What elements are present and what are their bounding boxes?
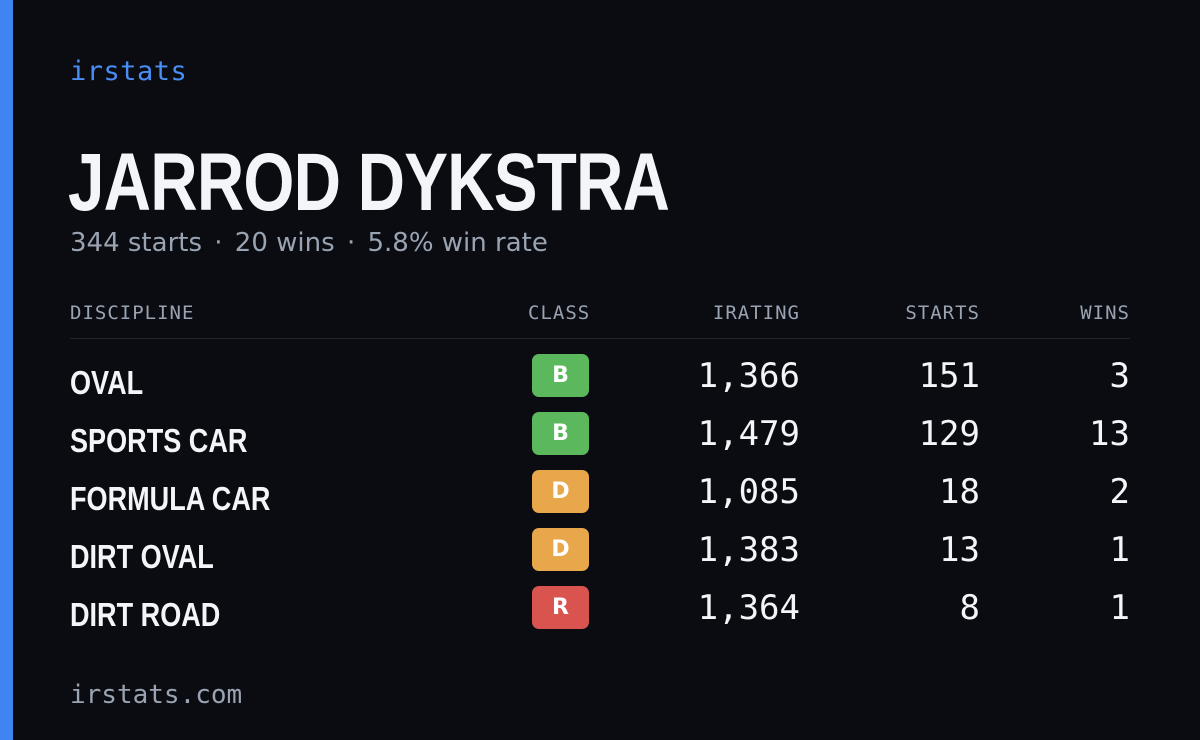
table-header: DISCIPLINE CLASS IRATING STARTS WINS	[70, 300, 1130, 339]
wins-count: 20 wins	[234, 228, 335, 258]
win-rate: 5.8% win rate	[367, 228, 548, 258]
table-row: SPORTS CAR B 1,479 129 13	[70, 412, 1130, 470]
irating-value: 1,479	[697, 414, 800, 454]
header-starts: STARTS	[905, 302, 980, 324]
starts-value: 13	[939, 530, 980, 570]
wins-value: 13	[1089, 414, 1130, 454]
class-badge: D	[532, 528, 589, 571]
driver-summary: 344 starts · 20 wins · 5.8% win rate	[70, 228, 548, 258]
wins-value: 1	[1109, 530, 1130, 570]
discipline-name: DIRT ROAD	[70, 596, 221, 633]
starts-value: 129	[918, 414, 980, 454]
header-irating: IRATING	[712, 302, 800, 324]
class-badge: B	[532, 412, 589, 455]
wins-value: 1	[1109, 588, 1130, 628]
separator: ·	[346, 228, 356, 258]
table-row: DIRT OVAL D 1,383 13 1	[70, 528, 1130, 586]
class-badge: R	[532, 586, 589, 629]
wins-value: 2	[1109, 472, 1130, 512]
starts-value: 18	[939, 472, 980, 512]
brand-logo-text: irstats	[70, 56, 188, 87]
starts-count: 344 starts	[70, 228, 202, 258]
irating-value: 1,085	[697, 472, 800, 512]
separator: ·	[214, 228, 223, 258]
table-row: OVAL B 1,366 151 3	[70, 354, 1130, 412]
class-badge: B	[532, 354, 589, 397]
discipline-name: OVAL	[70, 364, 144, 401]
accent-bar	[0, 0, 13, 740]
discipline-name: SPORTS CAR	[70, 422, 248, 459]
table-row: FORMULA CAR D 1,085 18 2	[70, 470, 1130, 528]
starts-value: 151	[918, 356, 980, 396]
driver-name: JARROD DYKSTRA	[68, 137, 670, 228]
header-class: CLASS	[528, 302, 591, 324]
irating-value: 1,366	[697, 356, 800, 396]
header-wins: WINS	[1080, 302, 1130, 324]
irating-value: 1,383	[697, 530, 800, 570]
irating-value: 1,364	[697, 588, 800, 628]
starts-value: 8	[959, 588, 980, 628]
wins-value: 3	[1109, 356, 1130, 396]
class-badge: D	[532, 470, 589, 513]
header-discipline: DISCIPLINE	[70, 302, 195, 324]
footer-url: irstats.com	[70, 680, 243, 710]
table-row: DIRT ROAD R 1,364 8 1	[70, 586, 1130, 644]
discipline-name: DIRT OVAL	[70, 538, 214, 575]
discipline-name: FORMULA CAR	[70, 480, 271, 517]
